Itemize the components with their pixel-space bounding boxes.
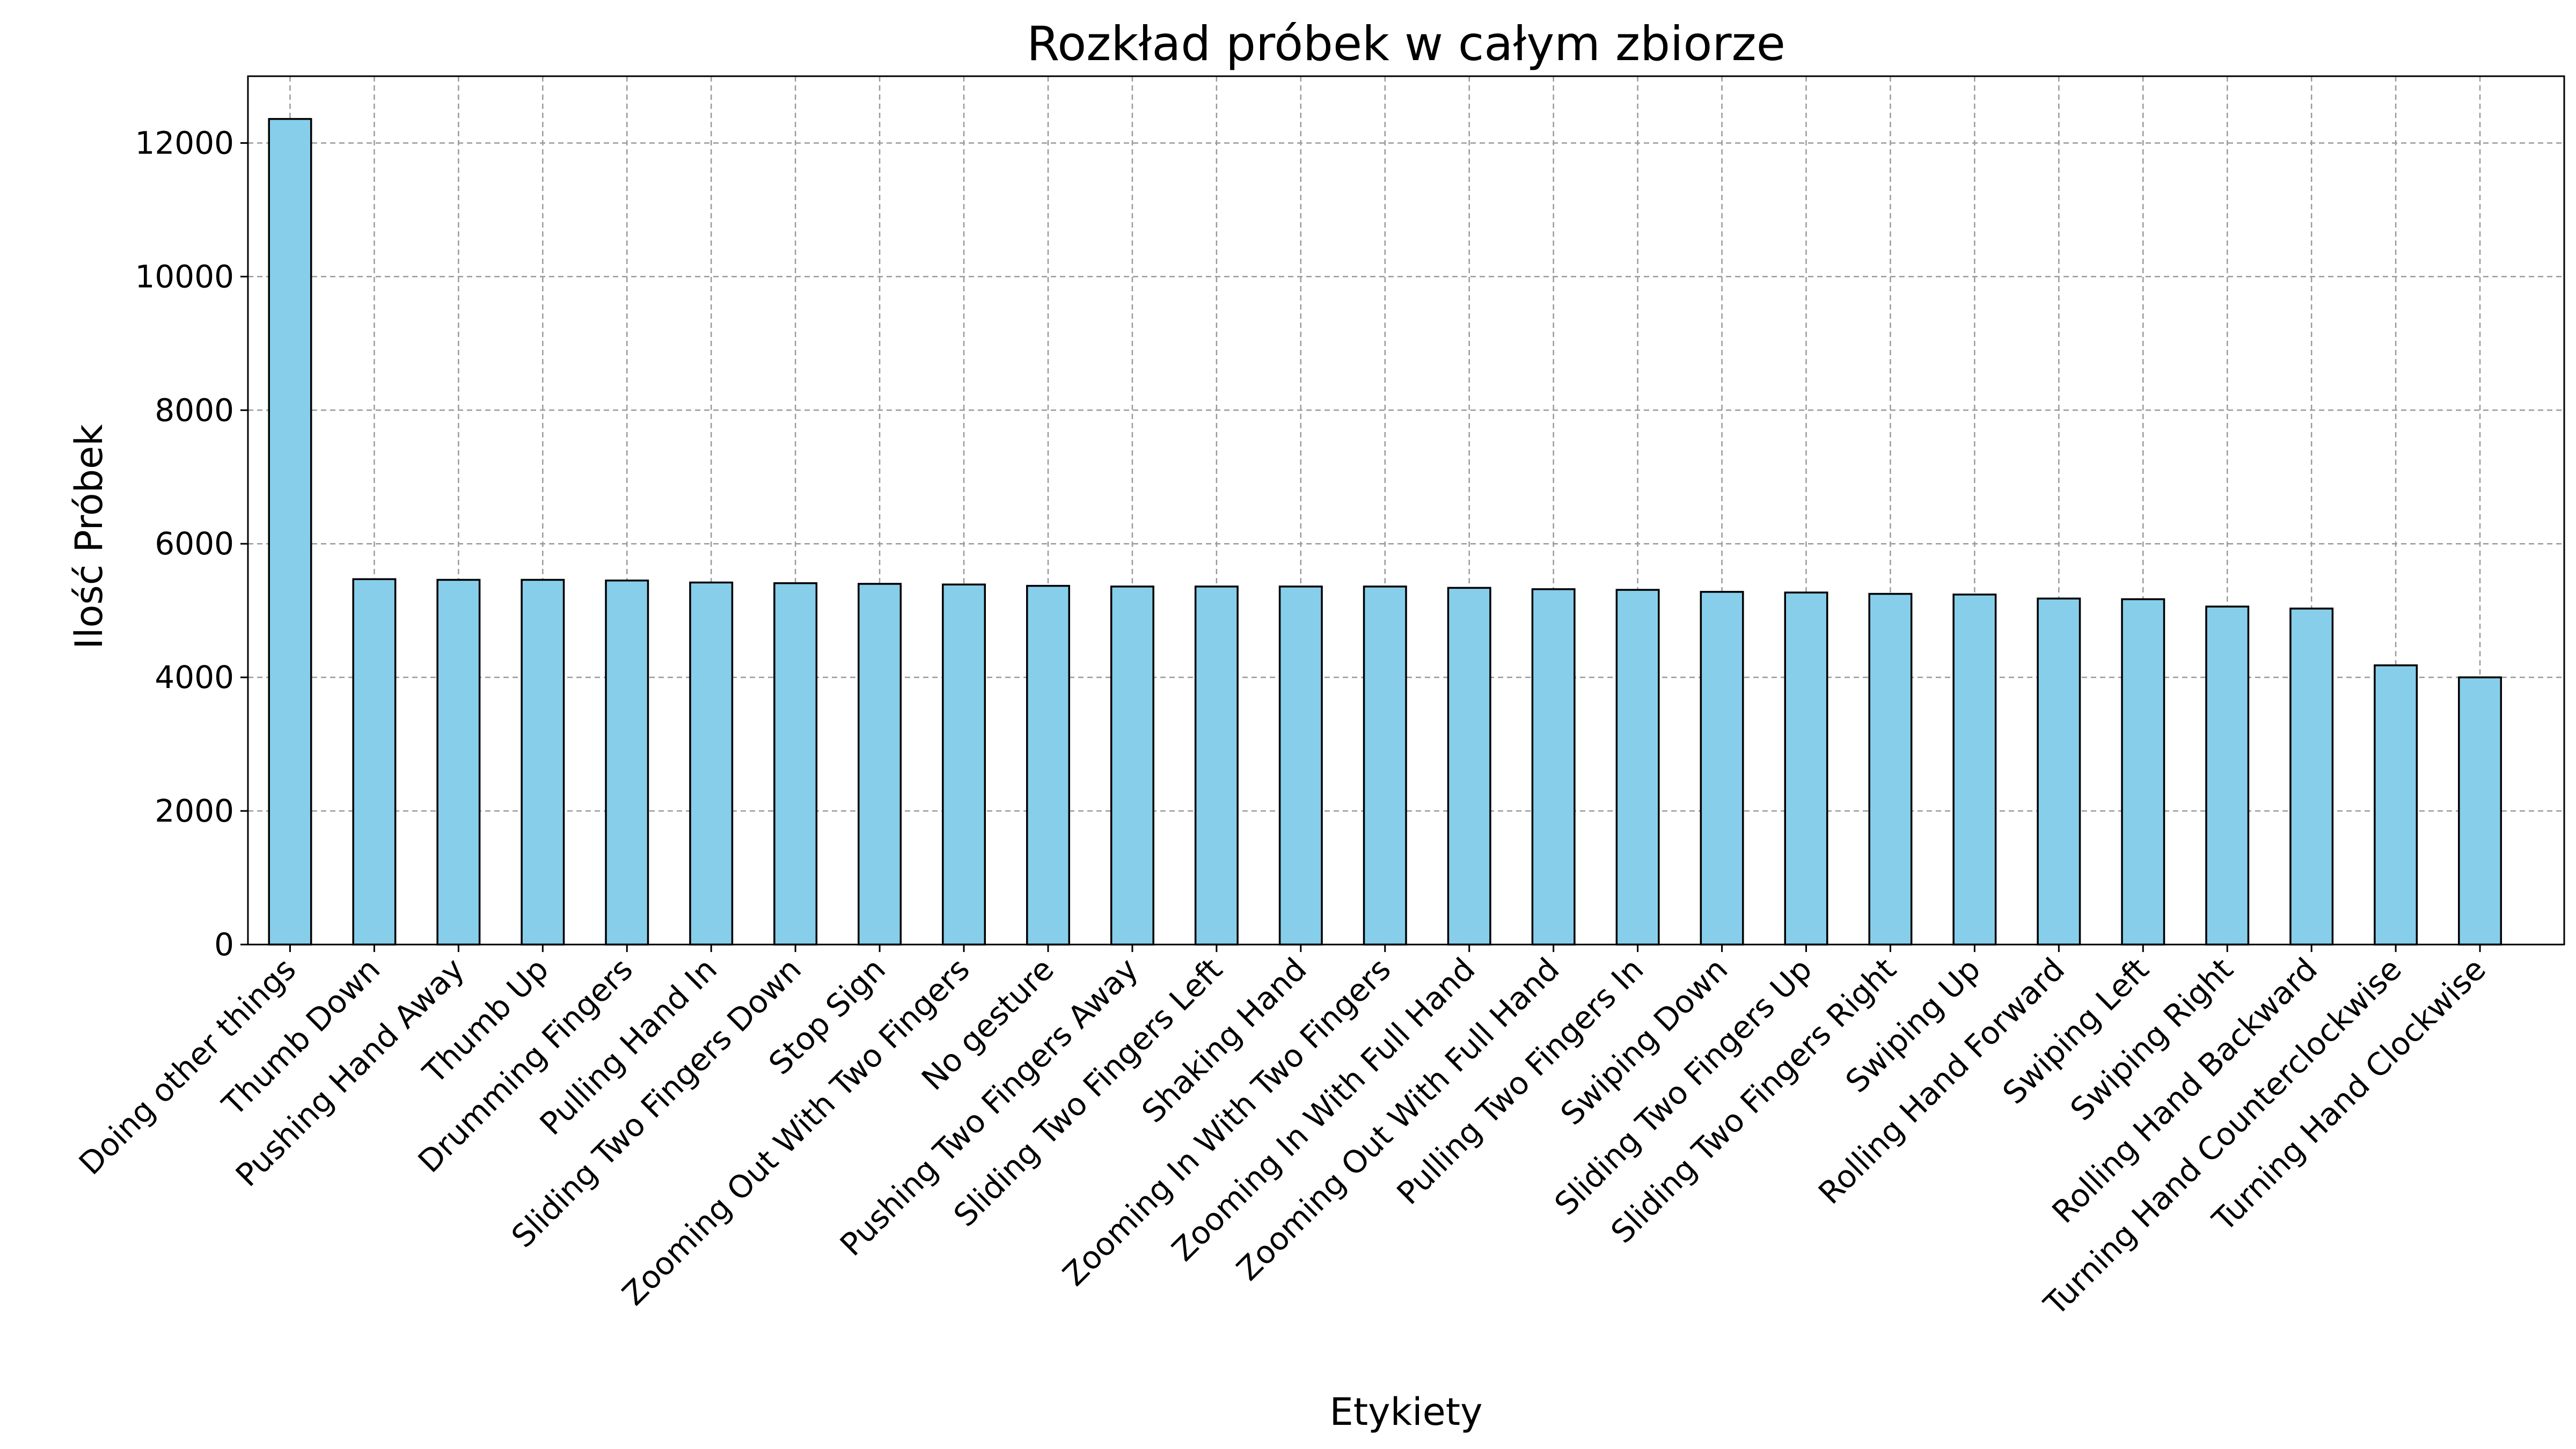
bar xyxy=(1447,587,1491,946)
y-tick-label: 12000 xyxy=(135,125,234,161)
y-tick-label: 8000 xyxy=(155,392,234,428)
chart-title: Rozkład próbek w całym zbiorze xyxy=(1027,16,1785,71)
bar xyxy=(689,581,734,946)
bar xyxy=(1615,589,1660,946)
bar xyxy=(1868,592,1913,946)
bar xyxy=(1194,586,1239,946)
bar xyxy=(773,582,818,946)
bars xyxy=(268,118,2502,946)
bar xyxy=(858,583,902,946)
bar xyxy=(2205,605,2250,946)
y-tick-label: 0 xyxy=(214,926,234,963)
y-tick-label: 6000 xyxy=(155,525,234,562)
bar xyxy=(268,118,312,946)
bar xyxy=(2037,597,2081,946)
bar xyxy=(1278,586,1323,946)
bar xyxy=(2374,664,2418,946)
y-tick-label: 2000 xyxy=(155,793,234,829)
bar xyxy=(1952,594,1997,946)
axes xyxy=(247,75,2565,946)
plot-frame xyxy=(247,75,2565,946)
bar xyxy=(1026,584,1070,946)
bar xyxy=(2121,598,2165,946)
x-tick-label: Swiping Left xyxy=(1995,951,2156,1111)
y-tick-label: 4000 xyxy=(155,659,234,696)
bar xyxy=(605,579,649,946)
bar xyxy=(1700,591,1744,946)
bar xyxy=(1363,586,1407,946)
bar xyxy=(352,578,397,946)
bar xyxy=(1110,586,1154,946)
bar xyxy=(2289,608,2334,946)
y-axis-ticks: 0 2000 4000 6000 8000 10000 12000 xyxy=(135,125,248,963)
bar xyxy=(1531,588,1576,946)
bar xyxy=(1784,591,1828,946)
bar xyxy=(2458,676,2502,946)
bar xyxy=(436,579,481,946)
y-tick-label: 10000 xyxy=(135,258,234,295)
x-axis-label: Etykiety xyxy=(1329,1390,1482,1434)
bar xyxy=(942,583,986,946)
bar xyxy=(521,579,565,946)
y-axis-label: Ilość Próbek xyxy=(67,424,111,649)
x-tick-label: Zooming In With Full Hand xyxy=(1165,951,1482,1268)
